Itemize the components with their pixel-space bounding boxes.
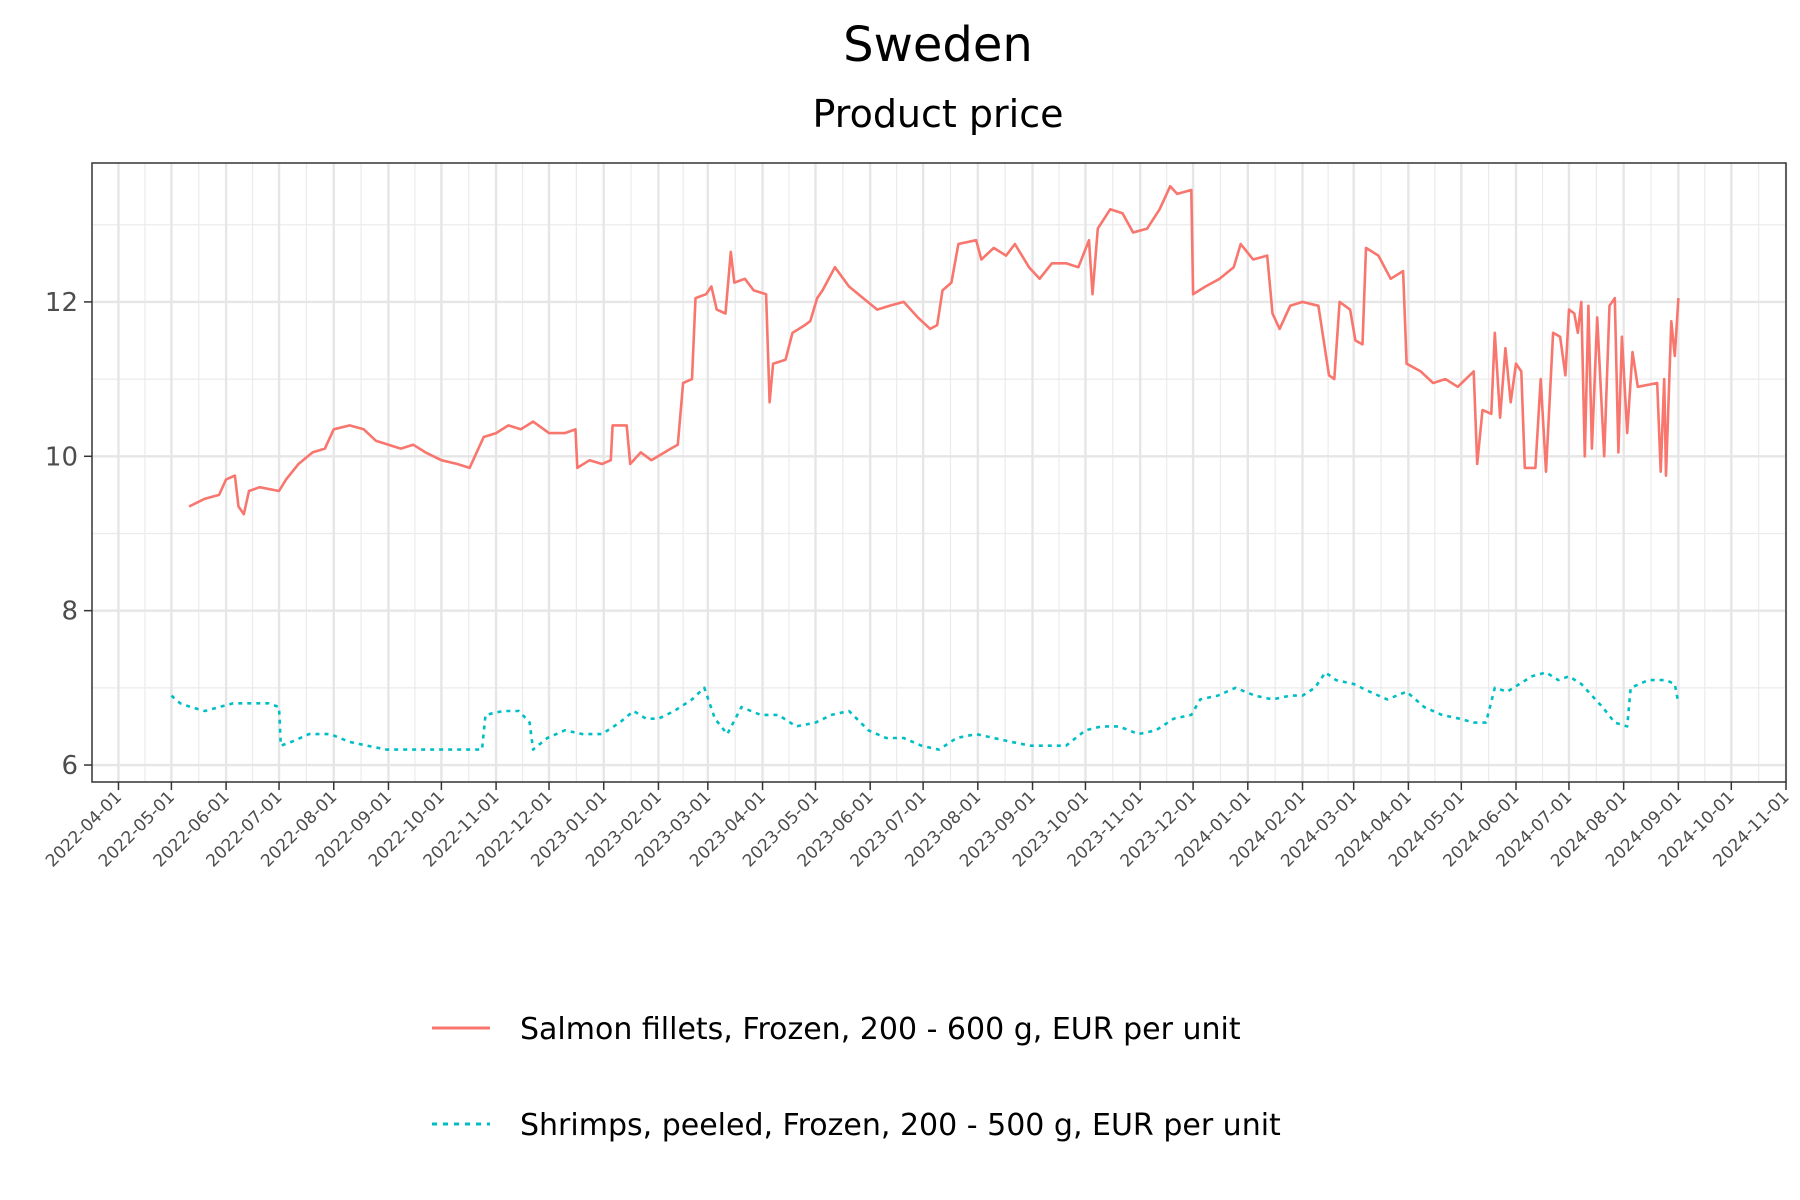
y-tick-label: 12: [45, 288, 78, 318]
series-line-1: [188, 184, 1680, 516]
chart-subtitle: Product price: [813, 92, 1064, 136]
legend: Salmon fillets, Frozen, 200 - 600 g, EUR…: [432, 1012, 1281, 1143]
series-layer: [170, 184, 1680, 751]
plot-background: [92, 163, 1786, 782]
legend-label-2: Shrimps, peeled, Frozen, 200 - 500 g, EU…: [520, 1108, 1281, 1143]
plot-grid: [92, 163, 1788, 782]
legend-label-1: Salmon fillets, Frozen, 200 - 600 g, EUR…: [520, 1012, 1241, 1047]
chart-title: Sweden: [843, 17, 1033, 73]
y-tick-label: 10: [45, 442, 78, 472]
y-tick-label: 8: [61, 597, 78, 627]
series-line-2: [170, 671, 1680, 751]
y-tick-label: 6: [61, 751, 78, 781]
plot-border: [91, 162, 1787, 783]
